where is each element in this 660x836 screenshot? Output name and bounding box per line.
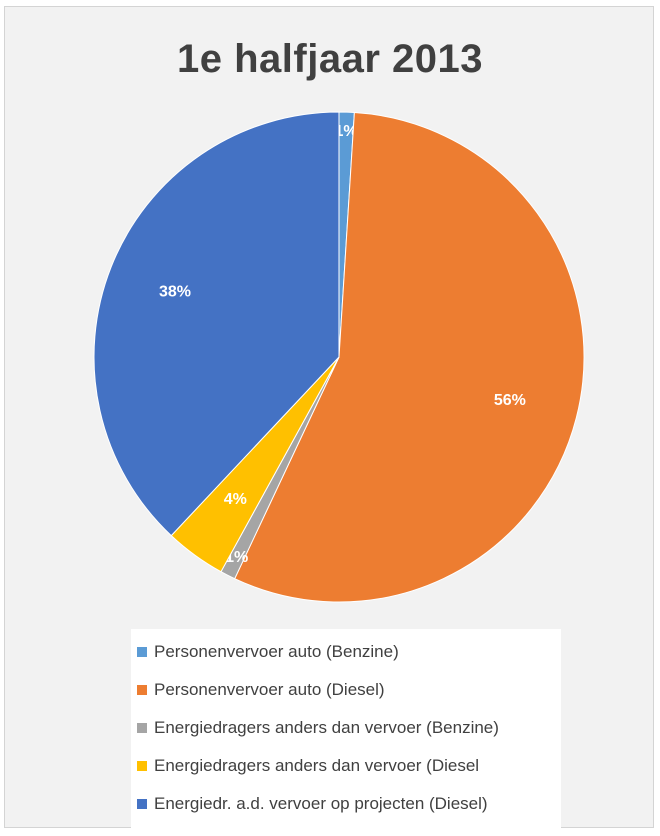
chart-frame: 1e halfjaar 2013 1% 56% 1% 4% 38% Personenve… — [4, 6, 654, 829]
pie-chart: 1%56%1%4%38% — [93, 111, 585, 603]
legend-swatch — [137, 761, 147, 771]
slice-data-label: 4% — [224, 491, 247, 508]
pie-slice — [93, 111, 340, 537]
legend-label: Personenvervoer auto (Benzine) — [154, 642, 399, 661]
legend-item: Personenvervoer auto (Benzine) — [137, 633, 555, 671]
legend-item: Energiedragers anders dan vervoer (Benzi… — [137, 709, 555, 747]
legend-swatch — [137, 799, 147, 809]
legend-label: Energiedr. a.d. vervoer op projecten (Di… — [154, 794, 488, 813]
chart-legend: Personenvervoer auto (Benzine) Personenve… — [131, 629, 561, 829]
slice-data-label: 38% — [159, 283, 191, 300]
legend-item: Energiedr. a.d. vervoer op projecten (Di… — [137, 785, 555, 823]
slice-data-label: 1% — [335, 123, 358, 140]
legend-item: Personenvervoer auto (Diesel) — [137, 671, 555, 709]
chart-title: 1e halfjaar 2013 — [177, 37, 483, 81]
legend-label: Energiedragers anders dan vervoer (Benzi… — [154, 718, 499, 737]
legend-swatch — [137, 723, 147, 733]
legend-swatch — [137, 685, 147, 695]
legend-label: Energiedragers anders dan vervoer (Diese… — [154, 756, 480, 775]
legend-label: Personenvervoer auto (Diesel) — [154, 680, 385, 699]
legend-swatch — [137, 647, 147, 657]
legend-item: Energiedragers anders dan vervoer (Diese… — [137, 747, 555, 785]
slice-data-label: 56% — [494, 392, 526, 409]
pie-slice — [234, 111, 585, 603]
